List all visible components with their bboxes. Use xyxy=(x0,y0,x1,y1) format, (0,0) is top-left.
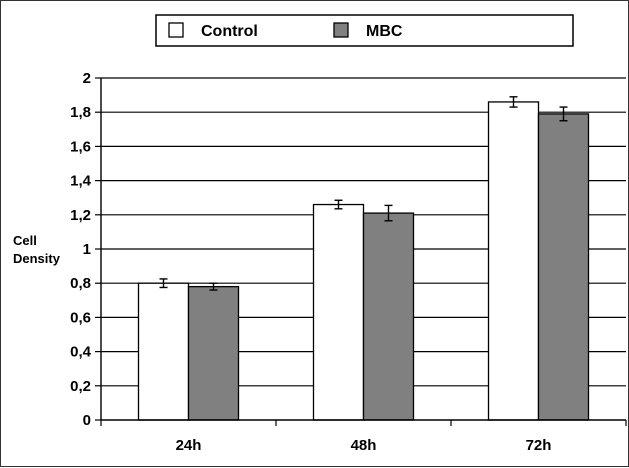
bar-mbc-72h xyxy=(537,113,590,421)
y-tick-label: 0,6 xyxy=(70,309,91,326)
y-tick-label: 2 xyxy=(83,70,91,87)
x-tick-label: 72h xyxy=(526,437,552,454)
bar-control-48h xyxy=(312,203,365,421)
axes xyxy=(95,77,627,426)
legend-box xyxy=(155,14,574,47)
legend-label-control: Control xyxy=(201,23,258,40)
y-tick-label: 0,2 xyxy=(70,378,91,395)
y-axis-title: Density xyxy=(13,251,61,266)
y-tick-label: 0 xyxy=(83,412,91,429)
bar-mbc-48h xyxy=(362,212,415,421)
y-tick-label: 1,6 xyxy=(70,138,91,155)
y-tick-label: 1,2 xyxy=(70,207,91,224)
bar-control-72h xyxy=(487,101,540,421)
legend-swatch-mbc xyxy=(333,22,349,38)
y-tick-label: 1,8 xyxy=(70,104,91,121)
bar-control-24h xyxy=(137,282,190,421)
error-bars xyxy=(159,96,568,291)
y-tick-label: 1,4 xyxy=(70,173,92,190)
y-tick-label: 0,8 xyxy=(70,275,91,292)
tick-labels: 0 0,2 0,4 0,6 0,8 1 1,2 1,4 1,6 1,8 2 24h 48h 72h Cell… xyxy=(13,70,551,454)
y-tick-label: 0,4 xyxy=(70,344,92,361)
legend-swatch-control xyxy=(168,22,184,38)
legend: Control MBC xyxy=(155,14,574,47)
y-tick-label: 1 xyxy=(83,241,91,258)
y-axis-title: Cell xyxy=(13,233,37,248)
x-tick-label: 24h xyxy=(176,437,202,454)
legend-label-mbc: MBC xyxy=(366,23,403,40)
x-tick-label: 48h xyxy=(351,437,377,454)
bar-mbc-24h xyxy=(187,285,240,421)
bars xyxy=(137,101,590,421)
